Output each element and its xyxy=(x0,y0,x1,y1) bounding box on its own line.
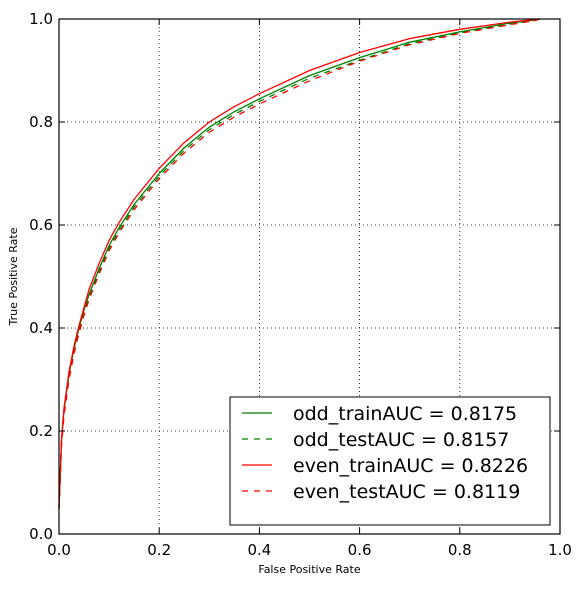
series-lines xyxy=(58,18,541,509)
legend-label-3: even_trainAUC = 0.8226 xyxy=(293,455,528,477)
series-line-4 xyxy=(58,18,541,509)
x-tick-label: 0.8 xyxy=(448,541,472,559)
series-line-3 xyxy=(58,18,541,509)
legend-label-4: even_testAUC = 0.8119 xyxy=(293,481,520,503)
legend-box xyxy=(229,396,551,526)
axis-ticks: 0.0 0.2 0.4 0.6 0.8 1.0 0.0 0.2 0.4 0.6 0.8 1.0 xyxy=(29,10,572,559)
x-tick-label: 1.0 xyxy=(548,541,572,559)
y-tick-label: 0.6 xyxy=(29,216,53,234)
x-tick-label: 0.4 xyxy=(247,541,271,559)
series-line-2 xyxy=(58,18,541,509)
legend: odd_trainAUC = 0.8175 odd_testAUC = 0.815… xyxy=(229,396,551,526)
y-tick-label: 1.0 xyxy=(29,10,53,28)
y-tick-label: 0.8 xyxy=(29,113,53,131)
y-tick-label: 0.4 xyxy=(29,319,53,337)
legend-label-1: odd_trainAUC = 0.8175 xyxy=(293,403,517,425)
plot-frame xyxy=(58,18,561,535)
x-tick-label: 0.6 xyxy=(348,541,372,559)
y-tick-label: 0.2 xyxy=(29,422,53,440)
y-tick-label: 0.0 xyxy=(29,525,53,543)
x-tick-label: 0.2 xyxy=(147,541,171,559)
legend-label-2: odd_testAUC = 0.8157 xyxy=(293,429,509,451)
y-axis-label: True Positive Rate xyxy=(7,227,20,326)
x-tick-label: 0.0 xyxy=(47,541,71,559)
x-axis-label: False Positive Rate xyxy=(258,563,360,576)
